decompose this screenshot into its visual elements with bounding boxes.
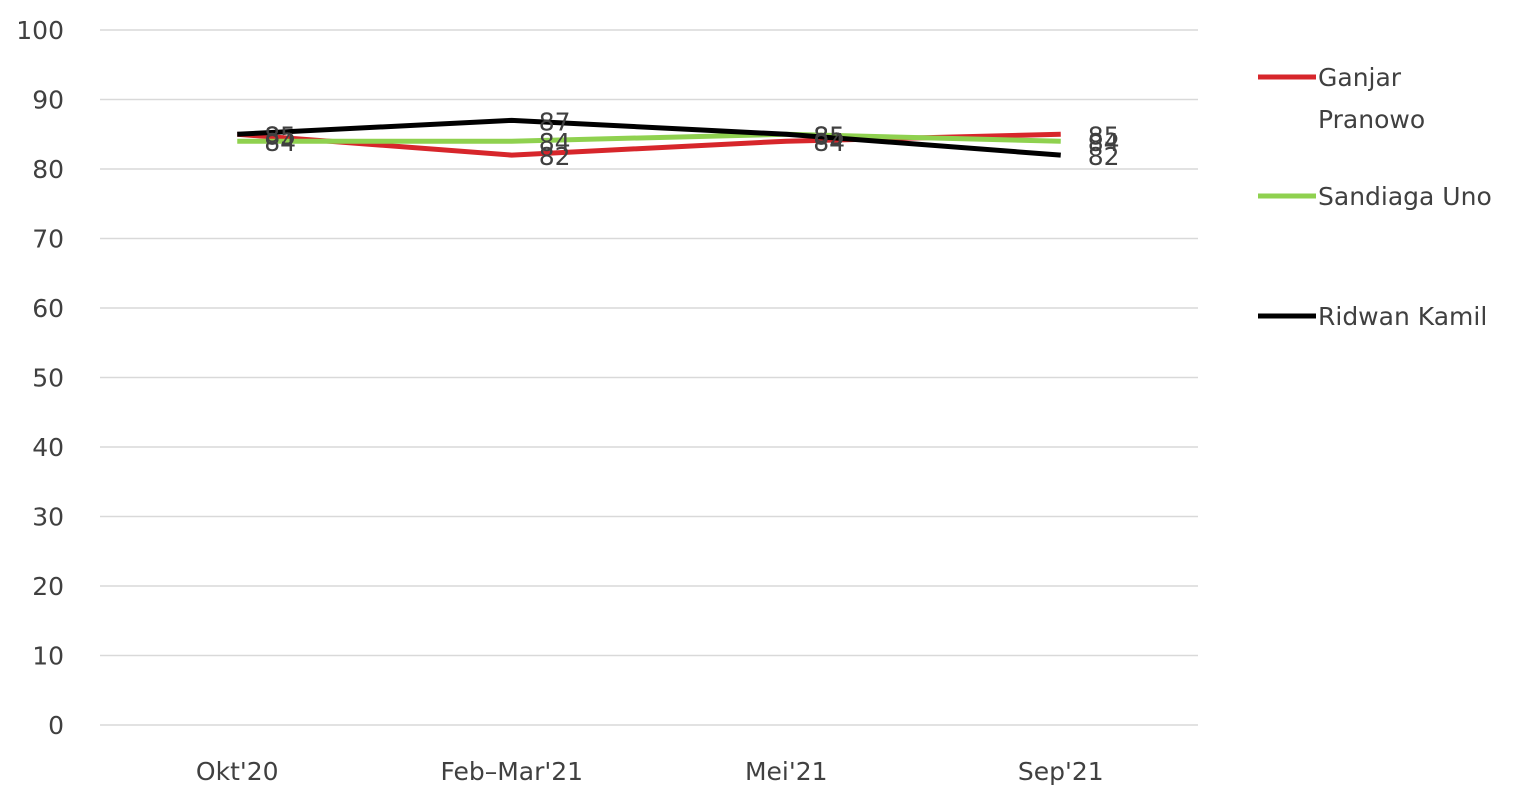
data-label: 85 <box>813 121 845 150</box>
legend-label: Pranowo <box>1318 105 1425 134</box>
y-tick-label: 70 <box>32 225 64 254</box>
y-axis-tick-labels: 0 10 20 30 40 50 60 70 80 90 100 <box>16 16 64 740</box>
legend: Ganjar Pranowo Sandiaga Uno Ridwan Kamil <box>1258 63 1492 331</box>
x-tick-label: Feb–Mar'21 <box>440 757 583 785</box>
data-label: 87 <box>539 107 571 136</box>
data-label: 85 <box>813 121 845 150</box>
x-tick-label: Mei'21 <box>745 757 828 785</box>
data-label: 82 <box>1088 142 1120 171</box>
y-tick-label: 30 <box>32 503 64 532</box>
gridlines <box>100 29 1198 726</box>
legend-label: Ganjar <box>1318 63 1402 92</box>
data-label: 82 <box>539 142 571 171</box>
data-label: 85 <box>264 121 296 150</box>
x-tick-label: Sep'21 <box>1018 757 1104 785</box>
data-label: 84 <box>264 128 296 157</box>
series-lines <box>237 117 1061 158</box>
x-axis-tick-labels: Okt'20 Feb–Mar'21 Mei'21 Sep'21 <box>196 757 1104 785</box>
y-tick-label: 90 <box>32 86 64 115</box>
legend-label: Sandiaga Uno <box>1318 182 1492 211</box>
data-label: 84 <box>1088 128 1120 157</box>
y-tick-label: 60 <box>32 294 64 323</box>
series-line <box>237 117 1061 158</box>
data-label: 85 <box>264 121 296 150</box>
y-tick-label: 40 <box>32 433 64 462</box>
y-tick-label: 10 <box>32 642 64 671</box>
data-label: 84 <box>539 128 571 157</box>
y-tick-label: 100 <box>16 16 64 45</box>
y-tick-label: 20 <box>32 572 64 601</box>
legend-label: Ridwan Kamil <box>1318 302 1487 331</box>
y-tick-label: 50 <box>32 364 64 393</box>
data-label: 85 <box>1088 121 1120 150</box>
y-tick-label: 0 <box>48 711 64 740</box>
data-label: 84 <box>813 128 845 157</box>
x-tick-label: Okt'20 <box>196 757 279 785</box>
y-tick-label: 80 <box>32 155 64 184</box>
series-line <box>237 131 1061 144</box>
